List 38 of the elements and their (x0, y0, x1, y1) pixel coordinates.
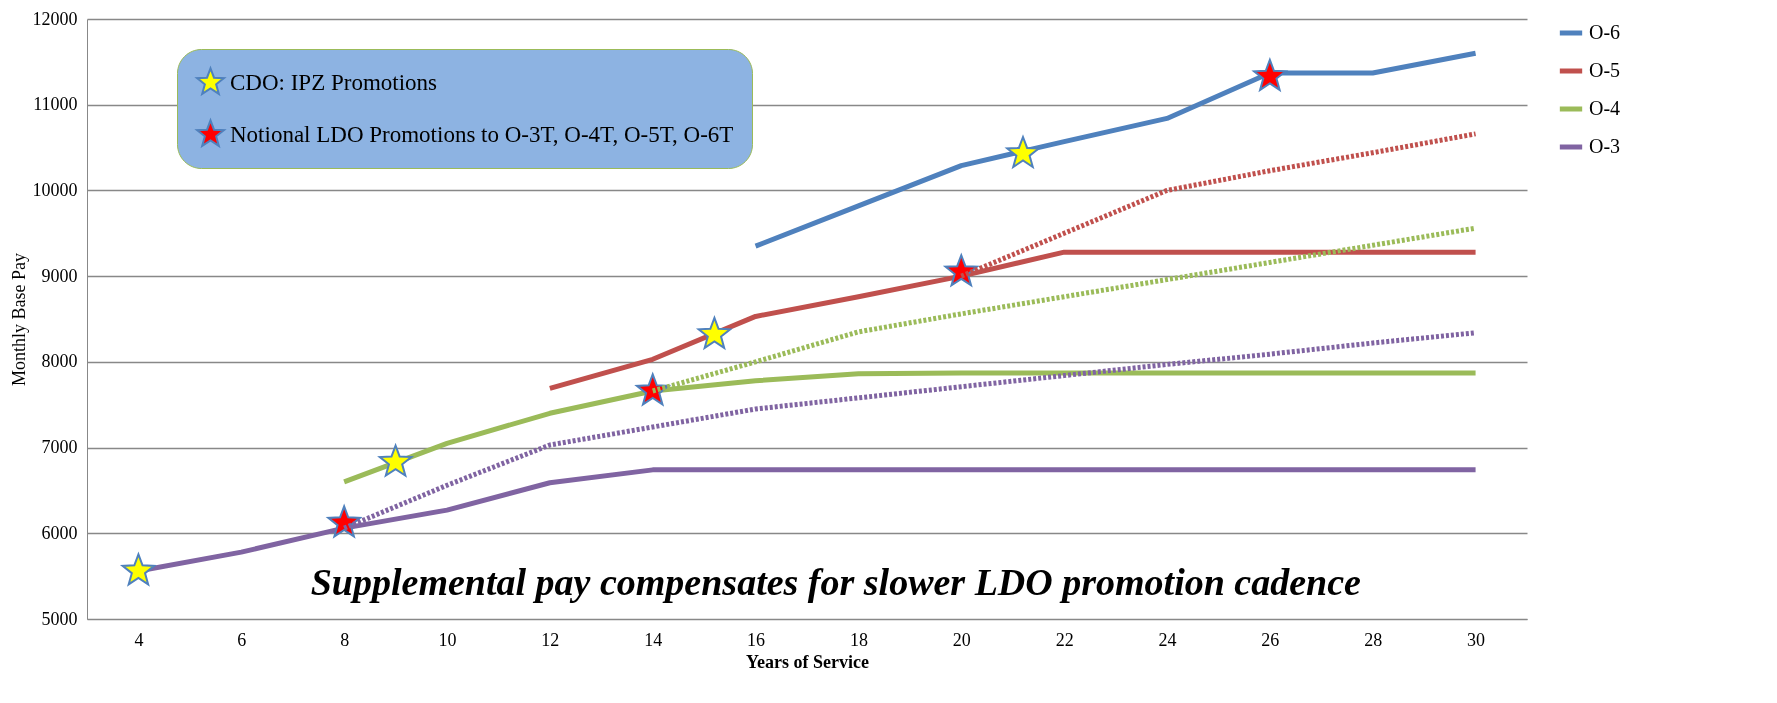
point (944, 254, 979, 287)
x-tick-label: 30 (1467, 629, 1486, 650)
x-tick-label: 4 (134, 629, 144, 650)
point (378, 444, 413, 477)
y-axis-title: Monthly Base Pay (8, 253, 29, 386)
point (697, 316, 732, 349)
point (1006, 135, 1040, 168)
y-tick-label: 11000 (33, 94, 78, 115)
y-tick-label: 9000 (41, 265, 78, 286)
legend-label: O-6 (1589, 21, 1621, 43)
legend-label: O-5 (1589, 59, 1621, 81)
point (327, 505, 361, 538)
x-axis-title: Years of Service (746, 651, 869, 672)
x-tick-label: 16 (747, 629, 766, 650)
y-tick-label: 10000 (32, 179, 78, 200)
x-tick-label: 24 (1158, 629, 1177, 650)
x-tick-label: 12 (541, 629, 560, 650)
x-tick-label: 18 (849, 629, 868, 650)
x-tick-label: 26 (1261, 629, 1280, 650)
y-tick-label: 8000 (41, 351, 78, 372)
x-tick-label: 20 (952, 629, 971, 650)
legend-label: Notional LDO Promotions to O-3T, O-4T, O-5T, O-6T (230, 121, 734, 147)
y-tick-label: 6000 (41, 522, 78, 543)
x-tick-label: 6 (237, 629, 247, 650)
point (121, 553, 156, 586)
x-tick-label: 10 (438, 629, 457, 650)
legend-label: CDO: IPZ Promotions (230, 69, 438, 95)
x-tick-label: 28 (1364, 629, 1383, 650)
y-tick-label: 5000 (41, 608, 78, 629)
legend-label: O-4 (1589, 97, 1621, 119)
y-tick-label: 12000 (32, 8, 78, 29)
annotation: Supplemental pay compensates for slower LDO promotion cadence (310, 561, 1362, 603)
x-tick-label: 8 (340, 629, 350, 650)
point (1253, 58, 1287, 91)
legend-label: O-3 (1589, 135, 1621, 157)
x-tick-label: 14 (644, 629, 663, 650)
y-tick-label: 7000 (41, 437, 78, 458)
x-tick-label: 22 (1055, 629, 1074, 650)
